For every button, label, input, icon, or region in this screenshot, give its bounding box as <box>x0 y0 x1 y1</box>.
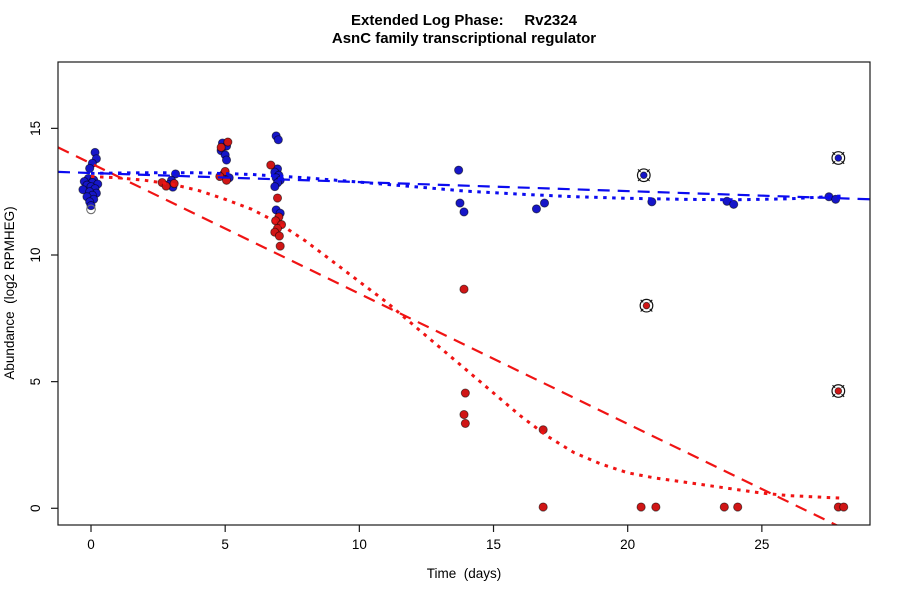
trend-lines-layer <box>58 146 870 525</box>
y-tick-label: 5 <box>28 378 43 386</box>
red-replicates-point <box>719 502 729 512</box>
red-replicates-point <box>459 284 469 294</box>
red-replicates-point <box>459 410 469 420</box>
y-tick-label: 10 <box>28 247 43 262</box>
y-tick-label: 0 <box>28 505 43 513</box>
open-circle-points-point <box>86 204 96 215</box>
blue-flagged-outliers-point <box>636 168 651 183</box>
red-replicates-point <box>460 418 470 428</box>
chart-title-line1: Extended Log Phase: Rv2324 <box>351 12 578 29</box>
red-replicates-point <box>460 388 470 398</box>
red-replicates-point <box>651 502 661 512</box>
outlier-dot <box>834 154 843 162</box>
blue-replicates-point <box>729 199 739 209</box>
y-axis-label: Abundance (log2 RPMHEG) <box>2 206 17 379</box>
red-replicates-point <box>733 502 743 512</box>
outlier-ring <box>636 168 651 183</box>
blue-replicates-point <box>455 198 465 208</box>
red-linear-fit-line <box>58 146 839 525</box>
red-replicates-point <box>636 502 646 512</box>
red-loess-fit-line <box>90 175 843 500</box>
outlier-ring <box>831 384 846 398</box>
x-tick-label: 25 <box>754 537 769 552</box>
x-tick-label: 0 <box>87 537 95 552</box>
red-flagged-outliers-point <box>639 298 654 313</box>
plot-frame <box>57 61 871 526</box>
flagged-symbols-layer <box>636 151 846 398</box>
blue-replicates-point <box>221 155 232 165</box>
blue-replicates-point <box>273 135 283 145</box>
red-replicates-point <box>538 502 548 512</box>
x-tick-label: 5 <box>221 537 229 552</box>
x-tick-label: 15 <box>486 537 501 552</box>
x-tick-label: 20 <box>620 537 635 552</box>
x-tick-label: 10 <box>352 537 367 552</box>
outlier-ring <box>831 151 846 165</box>
red-replicates-point <box>266 160 276 170</box>
blue-replicates-point <box>531 204 542 214</box>
outlier-dot <box>640 171 648 179</box>
axes-layer: 0 5 10 15 20 25 0 5 10 15 <box>28 121 769 552</box>
blue-replicates-point <box>85 163 95 173</box>
red-replicates-point <box>275 241 285 251</box>
blue-flagged-outliers-point <box>831 151 846 165</box>
blue-replicates-point <box>270 182 280 192</box>
red-replicates-point <box>223 137 233 147</box>
red-flagged-outliers-point <box>831 384 846 398</box>
outlier-dot <box>834 387 843 395</box>
red-replicates-point <box>216 142 226 152</box>
y-tick-label: 15 <box>28 121 43 136</box>
x-axis-label: Time (days) <box>427 566 502 581</box>
blue-replicates-point <box>539 198 550 208</box>
points-layer <box>78 131 849 512</box>
blue-replicates-point <box>459 207 469 217</box>
red-replicates-point <box>272 193 283 203</box>
outlier-dot <box>642 301 651 310</box>
blue-replicates-point <box>454 165 464 175</box>
blue-linear-fit-line <box>58 170 870 201</box>
red-replicates-point <box>274 231 284 241</box>
outlier-ring <box>639 298 654 313</box>
chart-title-line2: AsnC family transcriptional regulator <box>332 30 596 47</box>
red-replicates-point <box>839 502 849 512</box>
